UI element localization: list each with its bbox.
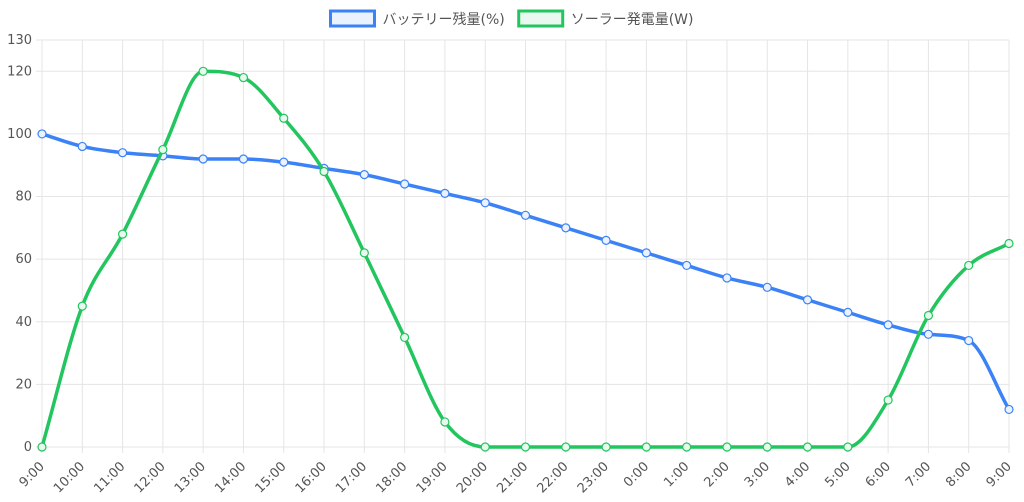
x-tick-label: 3:00 xyxy=(742,459,773,490)
x-tick-label: 21:00 xyxy=(494,459,531,496)
x-tick-label: 7:00 xyxy=(903,459,934,490)
legend-label-0: バッテリー残量(%) xyxy=(382,12,504,28)
data-point xyxy=(641,248,651,258)
data-point xyxy=(561,442,571,452)
data-point xyxy=(319,166,329,177)
y-tick-label: 60 xyxy=(15,252,32,267)
data-point xyxy=(400,332,410,343)
x-tick-label: 16:00 xyxy=(293,459,330,496)
legend-label-1: ソーラー発電量(W) xyxy=(571,12,694,28)
x-tick-label: 13:00 xyxy=(172,459,209,496)
data-point xyxy=(561,223,571,233)
x-tick-label: 2:00 xyxy=(702,459,733,490)
data-point xyxy=(682,260,692,271)
data-point xyxy=(440,188,450,199)
legend: バッテリー残量(%) ソーラー発電量(W) xyxy=(328,9,694,28)
data-point xyxy=(923,329,934,339)
data-point xyxy=(722,273,732,283)
data-point xyxy=(198,66,208,76)
data-point xyxy=(279,113,289,123)
x-tick-label: 15:00 xyxy=(252,459,289,496)
data-point xyxy=(843,442,853,452)
data-point xyxy=(117,148,128,158)
data-point xyxy=(440,417,450,427)
x-tick-label: 22:00 xyxy=(535,459,572,496)
data-point xyxy=(802,295,813,305)
data-point xyxy=(198,154,208,164)
data-point xyxy=(883,320,893,330)
x-tick-label: 23:00 xyxy=(575,459,612,496)
data-point xyxy=(722,442,732,452)
y-tick-label: 130 xyxy=(7,33,32,48)
x-tick-label: 12:00 xyxy=(132,459,169,496)
x-tick-label: 6:00 xyxy=(863,459,894,490)
data-point xyxy=(762,282,772,292)
x-tick-label: 11:00 xyxy=(91,459,128,496)
data-point xyxy=(682,442,692,452)
data-point xyxy=(802,442,813,452)
legend-swatch-0 xyxy=(328,9,376,28)
x-tick-label: 14:00 xyxy=(212,459,249,496)
x-tick-label: 0:00 xyxy=(621,459,652,490)
x-tick-label: 5:00 xyxy=(822,459,853,490)
x-tick-label: 19:00 xyxy=(414,459,451,496)
data-point xyxy=(843,307,853,317)
data-point xyxy=(480,198,490,208)
data-point xyxy=(601,442,611,452)
x-tick-label: 20:00 xyxy=(454,459,491,496)
data-point xyxy=(359,170,369,180)
data-point xyxy=(1004,404,1014,415)
data-point xyxy=(601,235,611,245)
grid xyxy=(36,39,1010,453)
data-point xyxy=(238,154,249,164)
data-point xyxy=(400,179,410,189)
data-point xyxy=(37,442,47,452)
x-tick-label: 1:00 xyxy=(661,459,692,490)
y-tick-label: 20 xyxy=(15,377,32,392)
data-point xyxy=(964,260,974,271)
data-point xyxy=(279,157,289,167)
data-point xyxy=(1004,238,1014,249)
data-point xyxy=(923,310,934,321)
x-tick-label: 8:00 xyxy=(943,459,974,490)
y-tick-label: 100 xyxy=(7,127,32,142)
data-point xyxy=(158,144,168,155)
data-point xyxy=(77,141,87,152)
data-point xyxy=(762,442,772,452)
data-point xyxy=(77,301,87,311)
data-point xyxy=(964,335,974,346)
y-tick-label: 80 xyxy=(15,190,32,205)
y-tick-label: 40 xyxy=(15,315,32,330)
x-tick-label: 17:00 xyxy=(333,459,370,496)
data-point xyxy=(520,210,531,220)
data-point xyxy=(37,129,47,139)
data-point xyxy=(480,442,490,452)
data-point xyxy=(117,229,128,239)
x-tick-label: 4:00 xyxy=(782,459,813,490)
x-tick-label: 18:00 xyxy=(373,459,410,496)
x-tick-label: 9:00 xyxy=(17,459,48,490)
x-tick-label: 10:00 xyxy=(51,459,88,496)
y-tick-label: 120 xyxy=(7,64,32,79)
legend-swatch-1 xyxy=(517,9,565,28)
y-tick-label: 0 xyxy=(24,440,32,455)
data-point xyxy=(238,72,249,83)
x-tick-label: 9:00 xyxy=(984,459,1015,490)
series-lines xyxy=(37,66,1014,452)
data-point xyxy=(359,248,369,258)
data-point xyxy=(883,395,893,405)
data-point xyxy=(641,442,651,452)
data-point xyxy=(520,442,531,452)
